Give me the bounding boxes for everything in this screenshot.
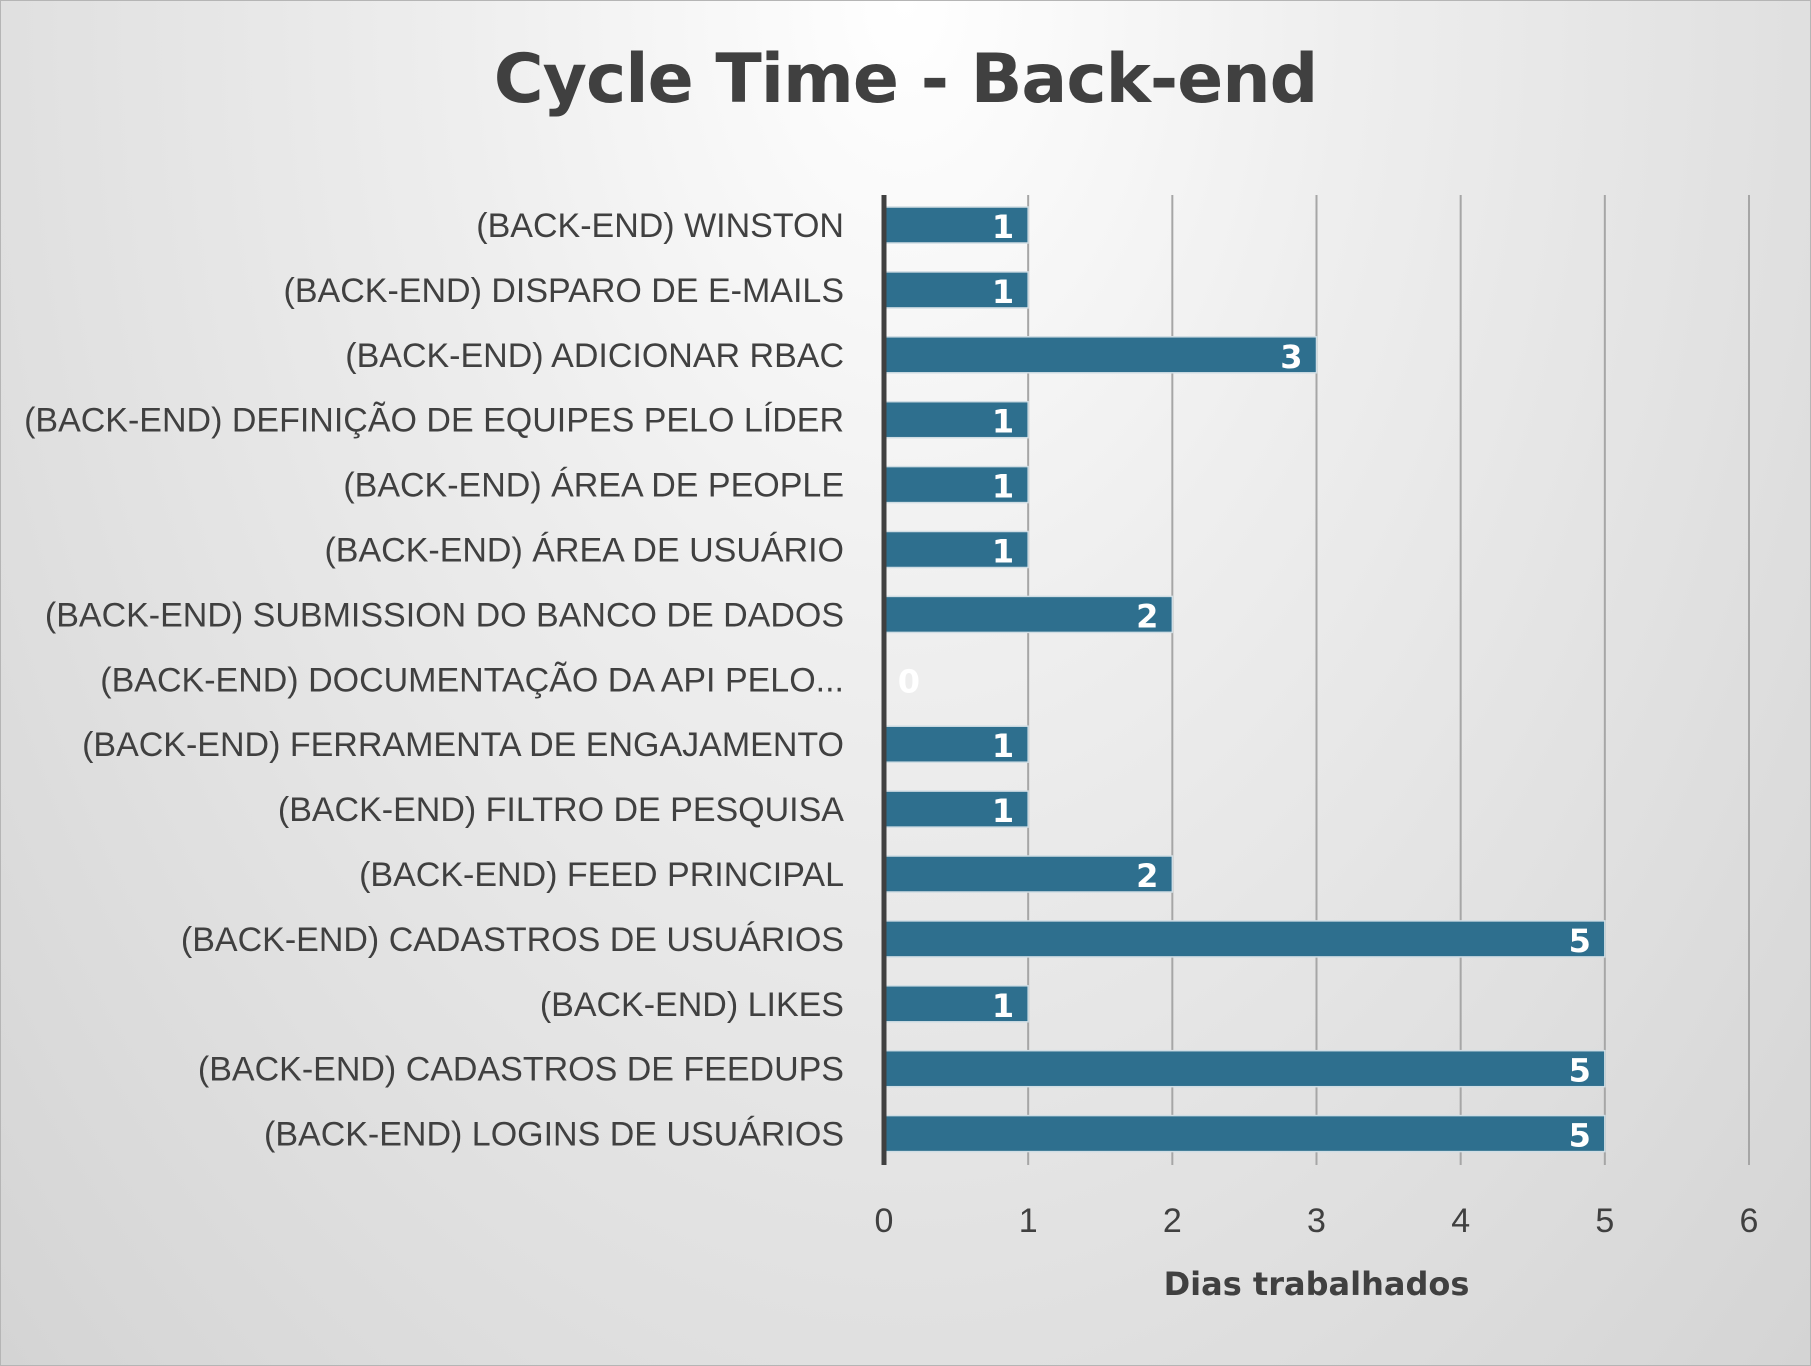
- category-label: (BACK-END) ADICIONAR RBAC: [345, 337, 844, 375]
- bar: [883, 920, 1606, 958]
- bar: [883, 400, 1029, 439]
- data-label: 3: [1280, 338, 1302, 376]
- x-tick-label: 4: [1451, 1202, 1470, 1240]
- bar: [883, 1049, 1606, 1088]
- category-label: (BACK-END) LOGINS DE USUÁRIOS: [264, 1116, 844, 1154]
- data-label: 2: [1136, 597, 1158, 635]
- x-tick-label: 5: [1595, 1202, 1614, 1240]
- data-label: 5: [1569, 922, 1591, 960]
- category-label: (BACK-END) DOCUMENTAÇÃO DA API PELO...: [100, 661, 844, 699]
- bar: [883, 1114, 1606, 1153]
- category-label: (BACK-END) WINSTON: [476, 207, 844, 245]
- category-label: (BACK-END) ÁREA DE USUÁRIO: [324, 532, 844, 570]
- chart-title: Cycle Time - Back-end: [493, 40, 1319, 119]
- data-label: 1: [992, 468, 1014, 506]
- category-label: (BACK-END) FEED PRINCIPAL: [359, 856, 844, 894]
- data-label: 1: [992, 987, 1014, 1025]
- x-tick-label: 6: [1740, 1202, 1759, 1240]
- bar: [883, 336, 1318, 374]
- x-tick-label: 1: [1019, 1202, 1038, 1240]
- category-label: (BACK-END) FERRAMENTA DE ENGAJAMENTO: [82, 726, 844, 764]
- bar: [883, 530, 1029, 569]
- data-label: 1: [992, 533, 1014, 571]
- bar: [883, 465, 1029, 504]
- data-label: 1: [992, 792, 1014, 830]
- data-label: 2: [1136, 857, 1158, 895]
- category-label: (BACK-END) FILTRO DE PESQUISA: [278, 791, 844, 829]
- bar: [883, 725, 1029, 763]
- category-label: (BACK-END) LIKES: [540, 986, 844, 1024]
- x-tick-label: 2: [1163, 1202, 1182, 1240]
- x-axis-title: Dias trabalhados: [1164, 1265, 1470, 1303]
- bar: [883, 855, 1174, 893]
- category-label: (BACK-END) ÁREA DE PEOPLE: [343, 467, 844, 505]
- data-label: 1: [992, 208, 1014, 246]
- data-label: 1: [992, 403, 1014, 441]
- data-label: 0: [898, 662, 920, 700]
- bar: [883, 790, 1029, 828]
- bar: [883, 595, 1174, 634]
- x-tick-label: 3: [1307, 1202, 1326, 1240]
- data-label: 5: [1569, 1052, 1591, 1090]
- category-label: (BACK-END) CADASTROS DE USUÁRIOS: [181, 921, 844, 959]
- bar: [883, 271, 1029, 309]
- data-label: 5: [1569, 1117, 1591, 1155]
- x-tick-label: 0: [875, 1202, 894, 1240]
- category-label: (BACK-END) DISPARO DE E-MAILS: [284, 272, 844, 310]
- category-label: (BACK-END) CADASTROS DE FEEDUPS: [198, 1051, 844, 1089]
- data-label: 1: [992, 273, 1014, 311]
- category-label: (BACK-END) SUBMISSION DO BANCO DE DADOS: [45, 596, 844, 634]
- category-label: (BACK-END) DEFINIÇÃO DE EQUIPES PELO LÍD…: [24, 402, 844, 440]
- data-label: 1: [992, 727, 1014, 765]
